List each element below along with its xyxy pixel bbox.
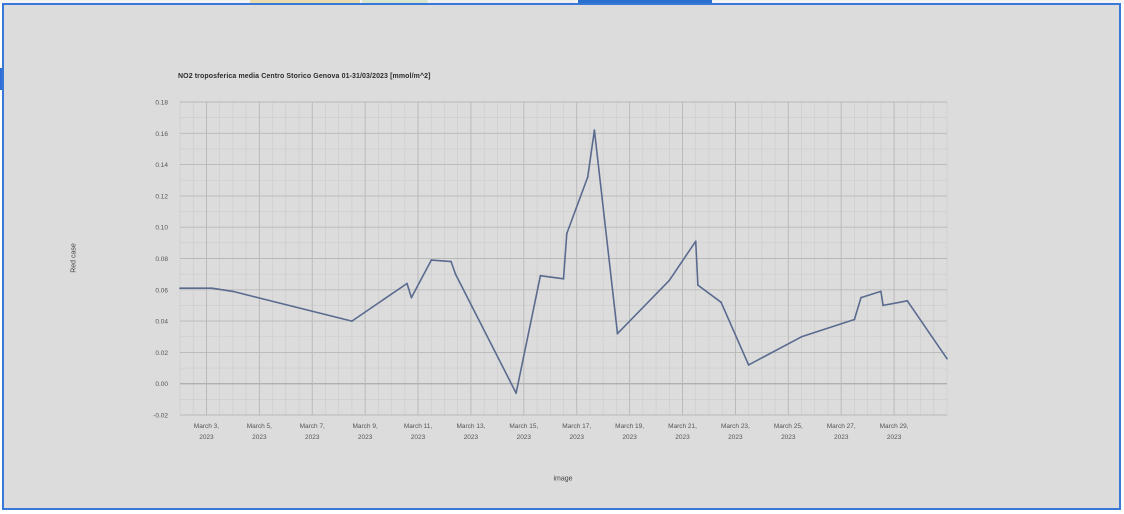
data-point: [231, 290, 234, 293]
y-tick-label: 0.06: [155, 287, 168, 294]
grid-major-lines: [180, 101, 947, 416]
data-point: [351, 320, 353, 322]
series-layer: [179, 129, 948, 394]
data-point: [860, 296, 862, 299]
data-point: [800, 335, 803, 338]
x-tick-label: March 9, 2023: [352, 423, 377, 441]
data-point: [668, 279, 671, 282]
data-point: [593, 129, 596, 132]
y-tick-label: 0.04: [155, 319, 168, 326]
series-line: [180, 129, 948, 394]
data-point: [616, 332, 619, 335]
data-point: [450, 260, 452, 263]
data-point: [179, 287, 181, 290]
chart-panel: [2, 3, 1121, 510]
data-point: [562, 277, 565, 280]
data-point: [906, 299, 909, 302]
y-tick-label: 0.08: [155, 256, 168, 263]
background-image-fragment: [362, 0, 428, 4]
x-axis-label: image: [553, 475, 573, 483]
x-tick-label: March 11, 2023: [404, 423, 433, 441]
y-tick-label: 0.12: [155, 193, 168, 200]
y-axis-label: Red case: [70, 243, 78, 273]
data-point: [406, 282, 408, 285]
x-tick-label: March 17, 2023: [562, 423, 591, 441]
x-tick-label: March 15, 2023: [509, 423, 538, 441]
x-tick-label: March 25, 2023: [774, 423, 803, 441]
data-point: [879, 290, 882, 293]
data-point: [211, 287, 213, 290]
data-point: [747, 364, 750, 366]
data-point: [853, 318, 856, 321]
data-point: [410, 296, 413, 299]
x-tick-label: March 27, 2023: [827, 423, 856, 441]
data-point: [946, 357, 948, 360]
x-tick-label: March 5, 2023: [247, 423, 272, 441]
data-point: [694, 240, 697, 243]
x-tick-label: March 13, 2023: [456, 423, 485, 441]
data-point: [454, 273, 457, 276]
y-tick-label: -0.02: [153, 413, 168, 420]
data-point: [515, 392, 518, 394]
y-tick-label: 0.02: [155, 350, 168, 357]
chart-title: NO2 troposferica media Centro Storico Ge…: [178, 73, 431, 80]
background-image-fragment: [250, 0, 360, 4]
data-point: [539, 274, 542, 277]
data-point: [882, 304, 884, 307]
y-tick-label: 0.00: [155, 381, 168, 388]
x-tick-label: March 7, 2023: [300, 423, 325, 441]
data-point: [720, 301, 722, 304]
y-tick-label: 0.16: [155, 131, 168, 138]
x-tick-label: March 21, 2023: [668, 423, 697, 441]
x-tick-label: March 29, 2023: [880, 423, 909, 441]
background-image-fragment: [430, 0, 575, 4]
y-tick-label: 0.14: [155, 162, 168, 169]
data-point: [565, 232, 568, 235]
top-strip: [0, 0, 1124, 4]
y-tick-label: 0.10: [155, 225, 168, 232]
x-tick-label: March 23, 2023: [721, 423, 750, 441]
data-point: [430, 259, 433, 261]
y-tick-label: 0.18: [155, 100, 168, 107]
data-point: [586, 176, 589, 179]
x-tick-label: March 3, 2023: [194, 423, 219, 441]
y-axis-tick-labels: -0.02 0.00 0.02 0.04 0.06 0.08 0.10 0.12 0.14 0.1…: [153, 100, 168, 420]
x-axis-tick-labels: March 3, 2023 March 5, 2023 March 7, 2023 Marc…: [194, 423, 909, 441]
x-tick-label: March 19, 2023: [615, 423, 644, 441]
background-highlight-fragment: [578, 0, 712, 4]
data-point: [697, 284, 699, 287]
